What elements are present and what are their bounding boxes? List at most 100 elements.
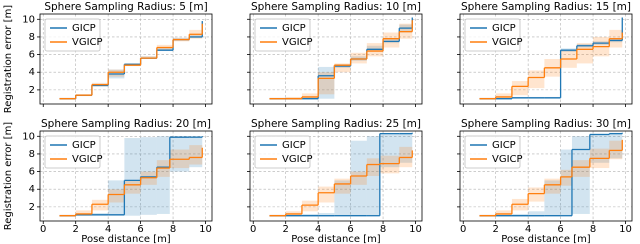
y-tick-label: 6 xyxy=(29,167,35,178)
subplot: Sphere Sampling Radius: 25 [m] 0 2 4 6 8 10 GIC… xyxy=(247,118,423,244)
error-band xyxy=(75,210,92,216)
x-tick-label: 4 xyxy=(315,224,321,235)
legend-label: GICP xyxy=(492,140,516,151)
x-tick-label: 10 xyxy=(199,224,212,235)
error-band xyxy=(350,140,367,216)
error-band xyxy=(576,43,594,64)
error-band xyxy=(318,66,335,99)
error-band xyxy=(379,133,400,168)
axes-frame xyxy=(39,13,213,105)
legend-label: GICP xyxy=(72,140,96,151)
x-tick-label: 0 xyxy=(460,224,466,235)
error-band xyxy=(528,211,545,217)
legend-box xyxy=(44,18,101,52)
legend-label: VGICP xyxy=(282,154,313,165)
axes-frame xyxy=(459,13,633,105)
error-band xyxy=(528,187,545,202)
x-tick-label: 4 xyxy=(105,224,111,235)
x-tick-label: 2 xyxy=(283,224,289,235)
error-band xyxy=(528,70,545,89)
error-band xyxy=(366,158,380,176)
y-axis-label: Registration error [m] xyxy=(3,122,14,231)
subplot: Sphere Sampling Radius: 5 [m] 2 4 6 8 10 GICP V… xyxy=(3,1,213,114)
subplot: Sphere Sampling Radius: 15 [m] GICP VGICP xyxy=(457,1,633,107)
error-band xyxy=(495,210,512,216)
x-tick-label: 4 xyxy=(525,224,531,235)
axes-frame xyxy=(249,13,423,105)
error-band xyxy=(544,180,561,216)
error-band xyxy=(318,186,335,203)
x-tick-label: 8 xyxy=(380,224,386,235)
x-tick-label: 2 xyxy=(73,224,79,235)
error-band xyxy=(334,63,351,73)
error-band xyxy=(495,93,512,99)
error-band xyxy=(108,189,125,203)
error-band xyxy=(366,136,380,216)
error-band xyxy=(189,136,203,168)
error-band xyxy=(156,47,174,52)
error-band xyxy=(156,136,170,214)
x-axis-label: Pose distance [m] xyxy=(501,234,591,244)
error-band xyxy=(544,178,561,194)
x-axis-label: Pose distance [m] xyxy=(81,234,171,244)
error-band xyxy=(108,180,125,216)
y-tick-label: 8 xyxy=(29,32,35,43)
subplot-title: Sphere Sampling Radius: 15 [m] xyxy=(461,1,631,13)
error-band xyxy=(383,32,400,48)
error-band xyxy=(350,52,367,64)
error-band xyxy=(189,145,203,165)
legend-label: GICP xyxy=(492,23,516,34)
legend-box xyxy=(464,135,521,169)
legend-label: VGICP xyxy=(72,154,103,165)
y-tick-label: 2 xyxy=(29,85,35,96)
legend-label: VGICP xyxy=(492,37,523,48)
error-band xyxy=(399,132,413,163)
axes-frame xyxy=(459,130,633,222)
legend-box xyxy=(44,135,101,169)
y-tick-label: 4 xyxy=(29,67,35,78)
axes-frame xyxy=(249,130,423,222)
legend-label: GICP xyxy=(282,140,306,151)
error-band xyxy=(350,171,367,185)
y-tick-label: 6 xyxy=(29,50,35,61)
error-band xyxy=(334,180,351,216)
x-tick-label: 8 xyxy=(170,224,176,235)
error-band xyxy=(571,160,590,177)
error-band xyxy=(589,133,610,163)
x-tick-label: 6 xyxy=(347,224,353,235)
subplot-title: Sphere Sampling Radius: 30 [m] xyxy=(461,118,631,130)
error-band xyxy=(124,180,141,194)
subplot-title: Sphere Sampling Radius: 10 [m] xyxy=(251,1,421,13)
subplot-title: Sphere Sampling Radius: 25 [m] xyxy=(251,118,421,130)
y-tick-label: 2 xyxy=(29,202,35,213)
error-band xyxy=(140,137,157,215)
error-band xyxy=(318,213,335,217)
y-tick-label: 8 xyxy=(29,149,35,160)
legend-label: VGICP xyxy=(492,154,523,165)
error-band xyxy=(124,138,141,216)
y-tick-label: 10 xyxy=(22,14,35,25)
error-band xyxy=(379,155,400,174)
subplot-title: Sphere Sampling Radius: 20 [m] xyxy=(41,118,211,130)
x-tick-label: 6 xyxy=(557,224,563,235)
error-band xyxy=(560,169,572,186)
y-tick-label: 4 xyxy=(29,184,35,195)
subplot-title: Sphere Sampling Radius: 5 [m] xyxy=(44,1,207,13)
legend-box xyxy=(254,18,311,52)
error-band xyxy=(301,200,319,212)
subplot: Sphere Sampling Radius: 10 [m] GICP VGICP xyxy=(247,1,423,107)
error-band xyxy=(560,149,572,216)
error-band xyxy=(334,178,351,194)
legend-box xyxy=(254,135,311,169)
error-band xyxy=(169,136,190,172)
x-tick-label: 6 xyxy=(137,224,143,235)
legend-label: VGICP xyxy=(72,37,103,48)
legend-box xyxy=(464,18,521,52)
y-axis-label: Registration error [m] xyxy=(3,5,14,114)
legend-label: VGICP xyxy=(282,37,313,48)
error-band xyxy=(318,72,335,95)
x-tick-label: 0 xyxy=(40,224,46,235)
x-tick-label: 10 xyxy=(409,224,422,235)
error-band xyxy=(571,136,590,214)
